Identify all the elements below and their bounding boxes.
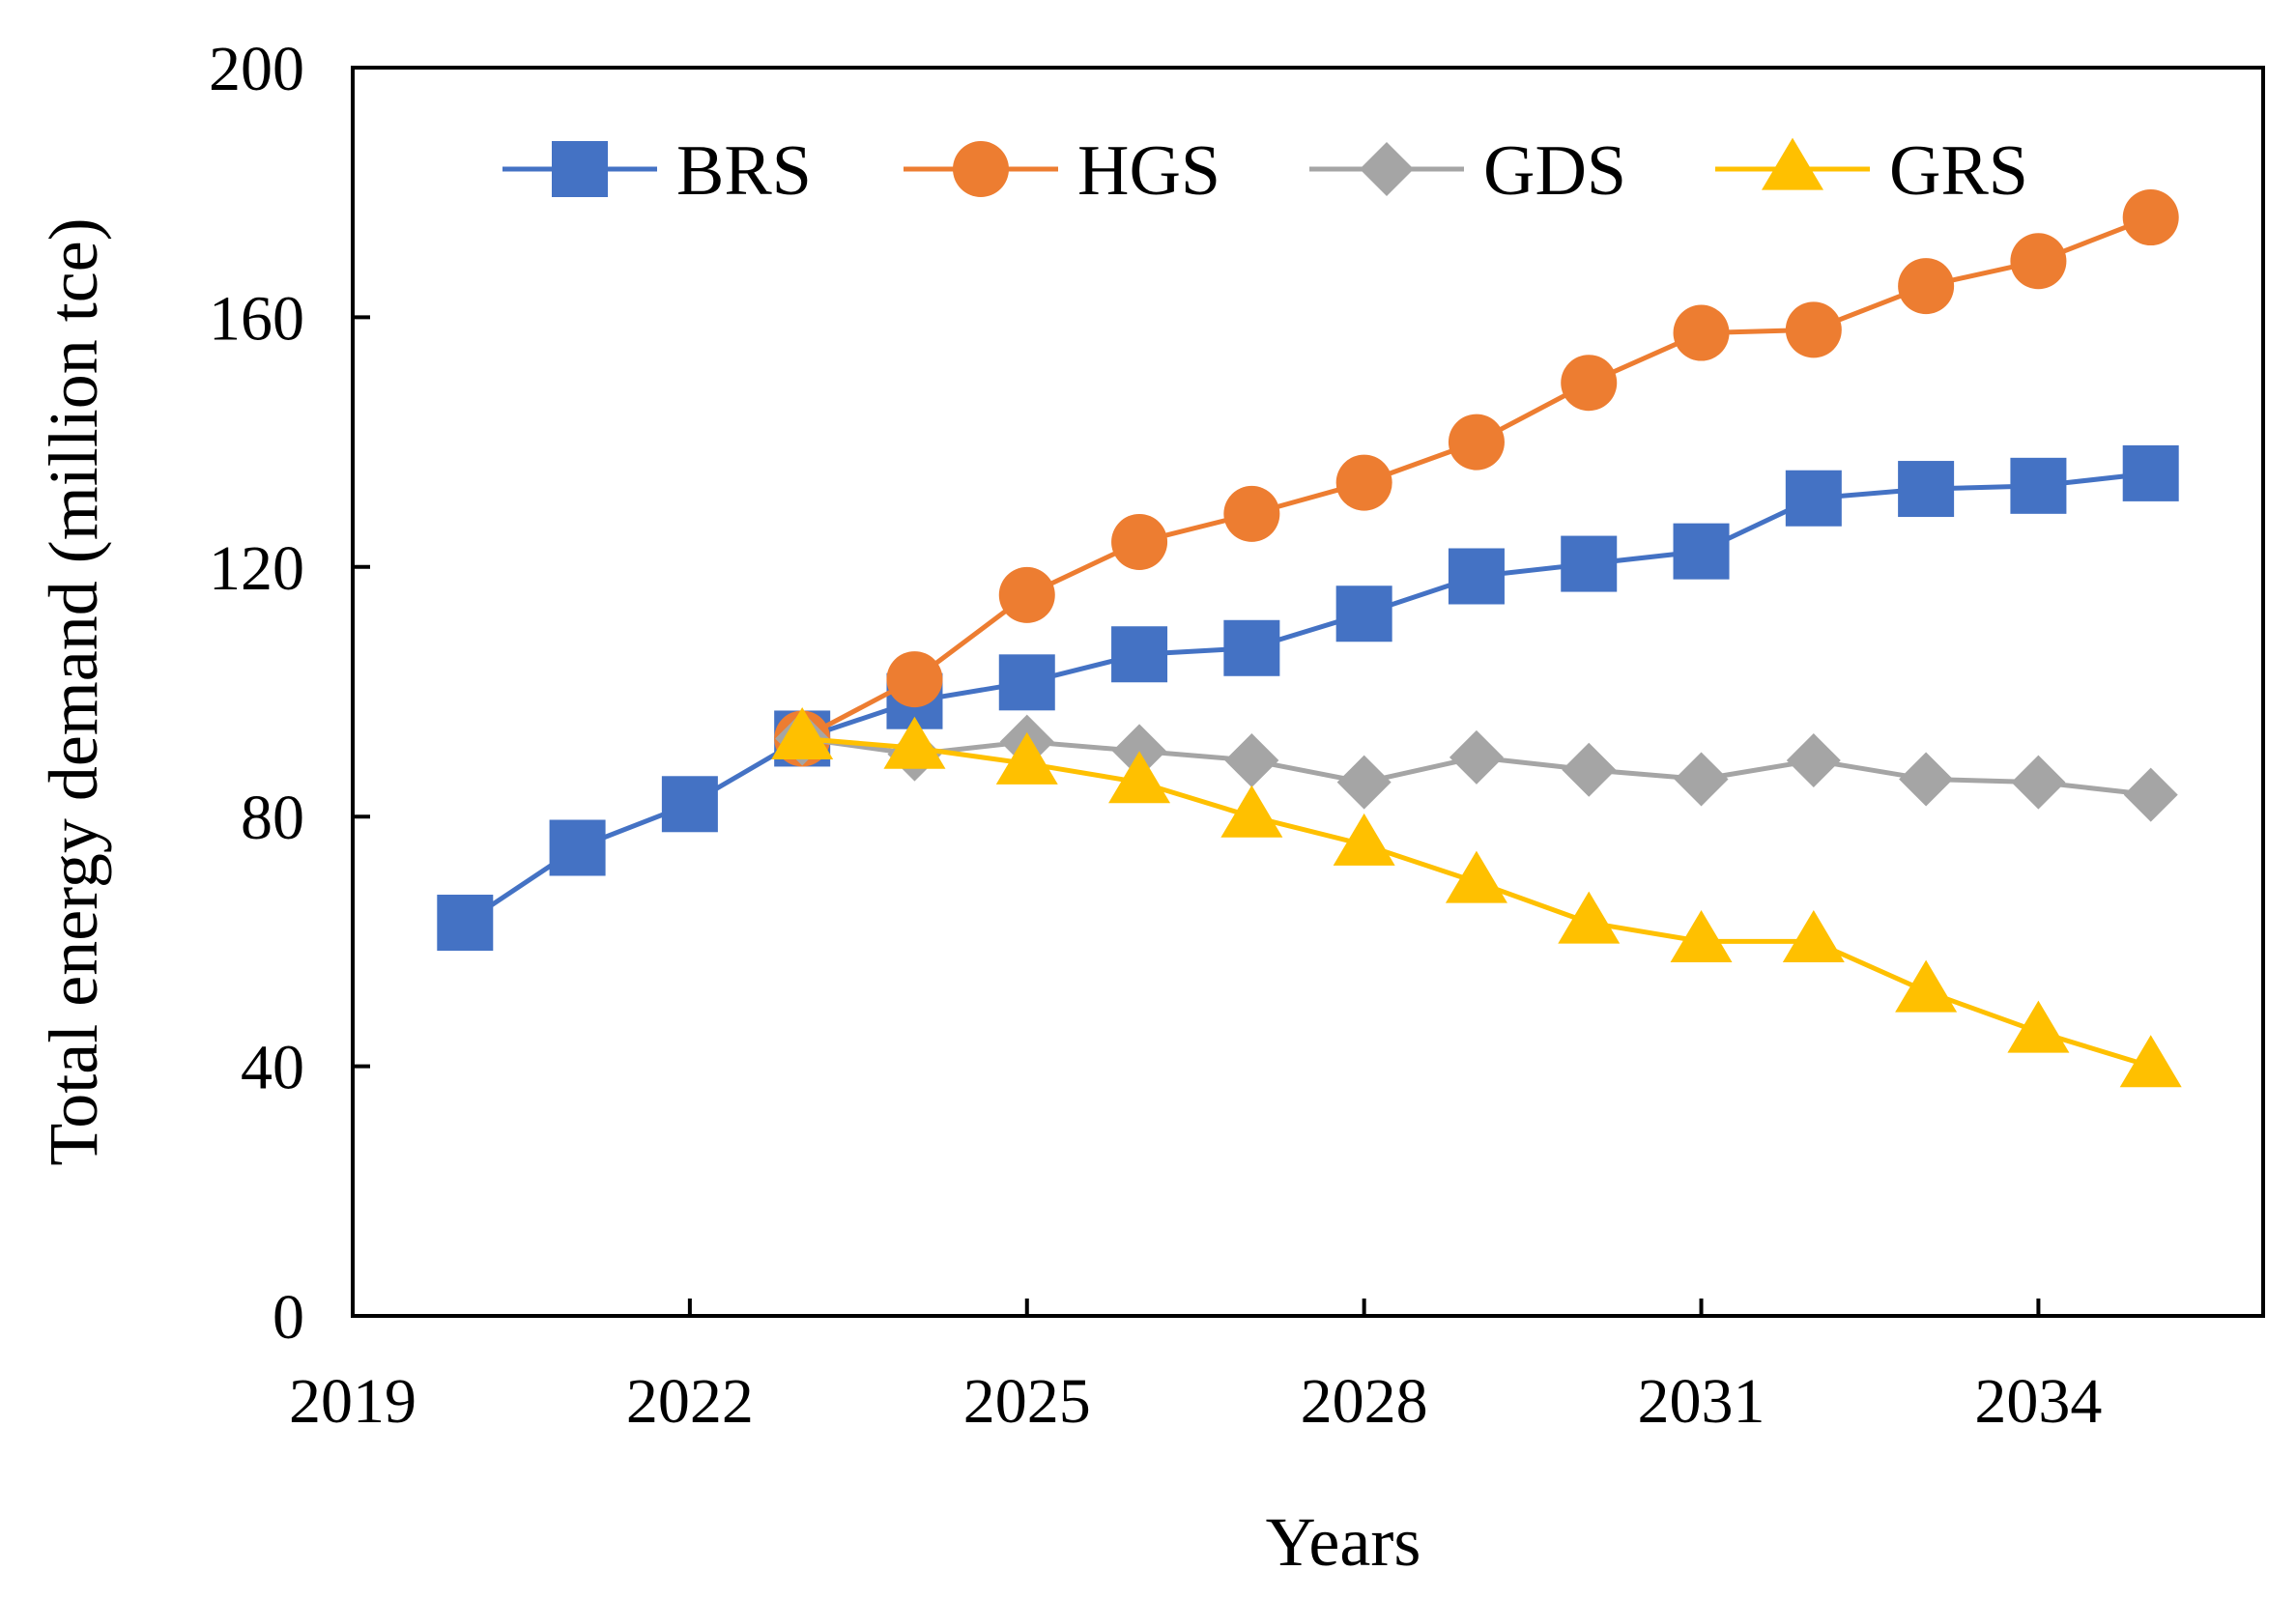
data-point-brs (549, 819, 606, 876)
x-tick-label: 2031 (1638, 1366, 1765, 1437)
data-point-hgs (1223, 485, 1280, 542)
data-point-gds (1899, 752, 1954, 807)
y-tick-label: 120 (209, 533, 304, 604)
data-point-brs (1223, 619, 1280, 676)
data-point-hgs (886, 651, 943, 708)
data-point-hgs (1111, 513, 1168, 570)
legend-label-grs: GRS (1889, 131, 2028, 211)
legend-item-brs: BRS (502, 131, 812, 211)
plot-area-frame (351, 66, 2265, 1318)
data-point-grs (995, 731, 1058, 785)
data-point-brs (1111, 626, 1168, 683)
data-point-gds (1336, 755, 1392, 810)
data-point-gds (1786, 733, 1841, 788)
data-point-grs (1220, 785, 1283, 838)
series-line-brs (463, 471, 2151, 926)
data-point-hgs (1673, 304, 1730, 361)
ticks-layer: 2019 2022 2025 2028 2031 2034 0 40 80 120 160 200 (209, 34, 2102, 1437)
data-point-brs (2122, 444, 2179, 501)
data-point-gds (2123, 767, 2178, 822)
legend-item-gds: GDS (1309, 131, 1626, 211)
y-axis-title: Total energy demand (million tce) (35, 217, 112, 1165)
data-point-brs (1673, 523, 1730, 580)
data-point-hgs (1898, 258, 1955, 315)
data-point-brs (1335, 585, 1392, 642)
legend-label-brs: BRS (676, 131, 812, 211)
data-point-grs (1445, 850, 1507, 903)
data-point-gds (1674, 752, 1729, 807)
y-tick-label: 200 (209, 34, 304, 104)
legend: BRS HGS GDS GRS (502, 131, 2028, 211)
data-point-brs (1561, 535, 1618, 592)
data-point-brs (998, 654, 1055, 711)
data-point-gds (1449, 729, 1504, 785)
data-point-gds (2011, 755, 2066, 810)
x-tick-label: 2025 (963, 1366, 1091, 1437)
data-point-hgs (1448, 414, 1505, 471)
data-point-brs (1448, 548, 1505, 605)
x-axis-title: Years (1266, 1503, 1421, 1581)
data-point-grs (771, 707, 834, 760)
data-point-hgs (998, 566, 1055, 623)
data-point-brs (1898, 461, 1955, 518)
data-point-grs (1670, 910, 1733, 962)
legend-marker-brs (552, 141, 608, 197)
x-tick-label: 2019 (289, 1366, 416, 1437)
data-point-brs (1785, 470, 1842, 527)
series-layer (437, 189, 2182, 1088)
legend-marker-hgs (953, 141, 1009, 197)
y-tick-label: 160 (209, 283, 304, 354)
legend-label-gds: GDS (1483, 131, 1626, 211)
legend-marker-grs (1762, 137, 1823, 190)
x-tick-label: 2022 (626, 1366, 754, 1437)
data-point-hgs (1785, 301, 1842, 358)
data-point-grs (883, 716, 946, 769)
series-hgs (774, 189, 2179, 767)
data-point-hgs (1335, 454, 1392, 511)
data-point-hgs (2010, 233, 2067, 290)
data-point-grs (1333, 813, 1395, 866)
data-point-brs (2010, 457, 2067, 514)
data-point-grs (2007, 1000, 2070, 1053)
legend-marker-gds (1360, 142, 1414, 196)
legend-item-grs: GRS (1715, 131, 2028, 211)
data-point-gds (1224, 733, 1279, 788)
data-point-grs (1782, 910, 1845, 962)
data-point-grs (1108, 751, 1171, 804)
data-point-grs (1558, 891, 1621, 944)
y-tick-label: 40 (241, 1033, 304, 1103)
data-point-brs (437, 895, 494, 952)
data-point-brs (661, 776, 718, 833)
y-tick-label: 0 (273, 1282, 304, 1353)
y-tick-label: 80 (241, 783, 304, 853)
data-point-gds (1562, 742, 1617, 797)
legend-label-hgs: HGS (1077, 131, 1220, 211)
series-grs (771, 707, 2182, 1088)
legend-item-hgs: HGS (904, 131, 1220, 211)
x-tick-label: 2034 (1974, 1366, 2102, 1437)
x-tick-label: 2028 (1301, 1366, 1428, 1437)
data-point-hgs (2122, 189, 2179, 246)
data-point-hgs (1561, 355, 1618, 412)
data-point-grs (1895, 959, 1958, 1013)
data-point-grs (2119, 1035, 2182, 1088)
